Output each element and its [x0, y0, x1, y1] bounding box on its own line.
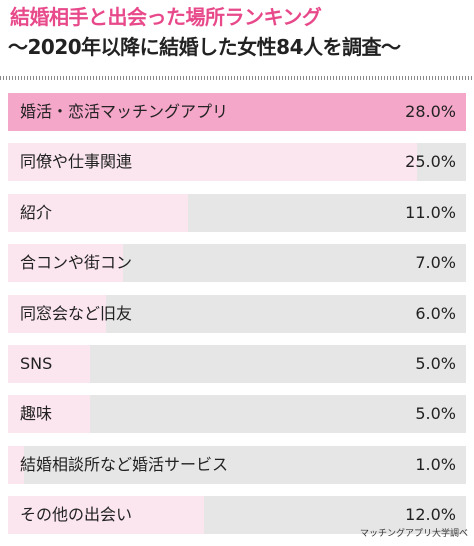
value-label: 1.0% — [415, 455, 456, 474]
bar — [8, 295, 107, 333]
value-label: 6.0% — [415, 304, 456, 323]
bar-row: 婚活・恋活マッチングアプリ 28.0% — [8, 93, 466, 131]
value-label: 5.0% — [415, 404, 456, 423]
value-label: 5.0% — [415, 354, 456, 373]
category-label: SNS — [20, 354, 53, 373]
category-label: 婚活・恋活マッチングアプリ — [20, 102, 229, 121]
bar-row: 趣味 5.0% — [8, 395, 466, 433]
bar-row: SNS 5.0% — [8, 345, 466, 383]
category-label: 趣味 — [20, 404, 53, 423]
chart-subtitle: 〜2020年以降に結婚した女性84人を調査〜 — [8, 35, 401, 59]
bar — [8, 244, 123, 282]
bar-row: 合コンや街コン 7.0% — [8, 244, 466, 282]
value-label: 25.0% — [405, 152, 456, 171]
value-label: 28.0% — [405, 102, 456, 121]
bar — [8, 395, 90, 433]
bar-row: その他の出会い 12.0% — [8, 496, 466, 534]
bar-row: 結婚相談所など婚活サービス 1.0% — [8, 446, 466, 484]
category-label: 紹介 — [20, 203, 53, 222]
bar — [8, 93, 466, 131]
category-label: その他の出会い — [20, 505, 133, 524]
category-label: 同僚や仕事関連 — [20, 152, 133, 171]
bar-row: 同窓会など旧友 6.0% — [8, 295, 466, 333]
category-label: 合コンや街コン — [20, 253, 133, 272]
dotted-divider — [0, 76, 474, 80]
bar — [8, 345, 90, 383]
source-note: マッチングアプリ大学調べ — [359, 529, 468, 539]
chart-title: 結婚相手と出会った場所ランキング — [10, 5, 322, 29]
bar — [8, 496, 205, 534]
bar — [8, 194, 188, 232]
bar-row: 紹介 11.0% — [8, 194, 466, 232]
category-label: 同窓会など旧友 — [20, 304, 133, 323]
value-label: 11.0% — [405, 203, 456, 222]
value-label: 7.0% — [415, 253, 456, 272]
category-label: 結婚相談所など婚活サービス — [20, 455, 229, 474]
value-label: 12.0% — [405, 505, 456, 524]
bar-row: 同僚や仕事関連 25.0% — [8, 143, 466, 181]
bar — [8, 446, 25, 484]
bar — [8, 143, 417, 181]
